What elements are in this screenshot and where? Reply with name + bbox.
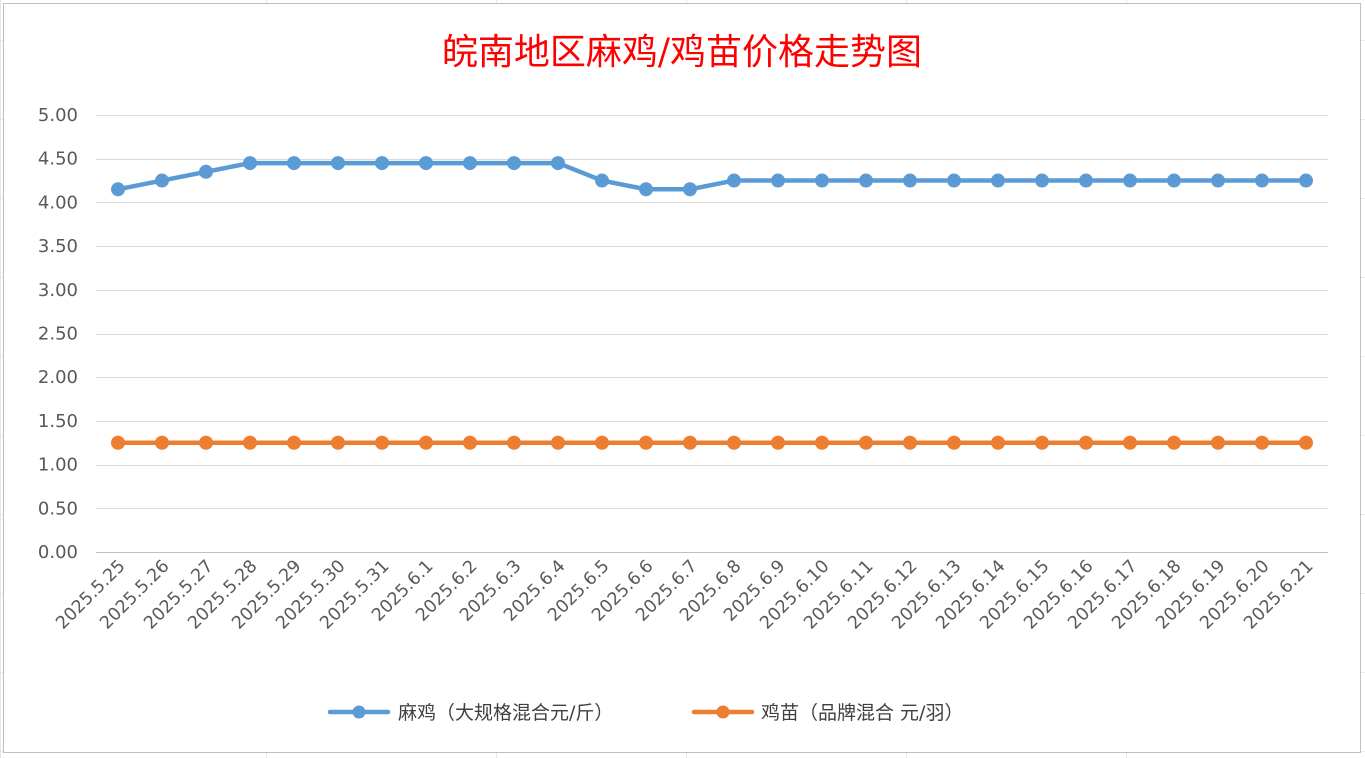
- data-point[interactable]: [243, 156, 257, 171]
- data-point[interactable]: [1255, 173, 1269, 188]
- data-point[interactable]: [639, 435, 653, 450]
- data-point[interactable]: [199, 164, 213, 179]
- series-2: [111, 435, 1313, 450]
- data-point[interactable]: [1123, 173, 1137, 188]
- data-point[interactable]: [771, 173, 785, 188]
- data-point[interactable]: [815, 173, 829, 188]
- data-point[interactable]: [287, 435, 301, 450]
- legend-label: 麻鸡（大规格混合元/斤）: [398, 702, 613, 724]
- data-point[interactable]: [331, 156, 345, 171]
- y-tick-label: 5.00: [38, 105, 78, 126]
- data-point[interactable]: [1299, 435, 1313, 450]
- y-tick-label: 1.00: [38, 455, 78, 476]
- data-point[interactable]: [1211, 435, 1225, 450]
- chart-legend: 麻鸡（大规格混合元/斤） 鸡苗（品牌混合 元/羽）: [327, 702, 963, 724]
- data-point[interactable]: [419, 435, 433, 450]
- data-point[interactable]: [683, 182, 697, 197]
- data-point[interactable]: [771, 435, 785, 450]
- data-point[interactable]: [1035, 435, 1049, 450]
- data-point[interactable]: [155, 435, 169, 450]
- legend-item[interactable]: 麻鸡（大规格混合元/斤）: [327, 702, 613, 724]
- legend-swatch-marker: [716, 705, 730, 719]
- data-point[interactable]: [111, 435, 125, 450]
- data-point[interactable]: [595, 173, 609, 188]
- legend-item[interactable]: 鸡苗（品牌混合 元/羽）: [691, 702, 963, 724]
- legend-swatch-marker: [352, 705, 366, 719]
- data-point[interactable]: [243, 435, 257, 450]
- data-point[interactable]: [463, 435, 477, 450]
- data-point[interactable]: [199, 435, 213, 450]
- y-tick-label: 1.50: [38, 411, 78, 432]
- data-point[interactable]: [507, 156, 521, 171]
- y-tick-label: 3.50: [38, 236, 78, 257]
- legend-label: 鸡苗（品牌混合 元/羽）: [761, 702, 963, 724]
- data-point[interactable]: [1299, 173, 1313, 188]
- series-line: [115, 160, 1309, 192]
- data-point[interactable]: [331, 435, 345, 450]
- data-point[interactable]: [1255, 435, 1269, 450]
- data-point[interactable]: [155, 173, 169, 188]
- data-point[interactable]: [683, 435, 697, 450]
- data-point[interactable]: [1079, 435, 1093, 450]
- data-point[interactable]: [375, 156, 389, 171]
- data-point[interactable]: [1079, 173, 1093, 188]
- data-point[interactable]: [1167, 173, 1181, 188]
- data-point[interactable]: [727, 435, 741, 450]
- data-point[interactable]: [1035, 173, 1049, 188]
- y-tick-label: 3.00: [38, 280, 78, 301]
- data-point[interactable]: [551, 156, 565, 171]
- data-point[interactable]: [639, 182, 653, 197]
- data-point[interactable]: [815, 435, 829, 450]
- y-tick-label: 2.50: [38, 324, 78, 345]
- series-1: [111, 156, 1313, 197]
- data-point[interactable]: [903, 173, 917, 188]
- data-point[interactable]: [859, 435, 873, 450]
- data-point[interactable]: [463, 156, 477, 171]
- data-point[interactable]: [551, 435, 565, 450]
- data-point[interactable]: [1167, 435, 1181, 450]
- y-tick-label: 4.50: [38, 149, 78, 170]
- data-point[interactable]: [1123, 435, 1137, 450]
- data-point[interactable]: [991, 173, 1005, 188]
- data-point[interactable]: [111, 182, 125, 197]
- data-point[interactable]: [1211, 173, 1225, 188]
- data-point[interactable]: [947, 173, 961, 188]
- chart-title: 皖南地区麻鸡/鸡苗价格走势图: [442, 32, 922, 73]
- y-tick-label: 0.50: [38, 498, 78, 519]
- data-point[interactable]: [727, 173, 741, 188]
- data-point[interactable]: [507, 435, 521, 450]
- y-tick-label: 4.00: [38, 192, 78, 213]
- data-point[interactable]: [991, 435, 1005, 450]
- data-point[interactable]: [859, 173, 873, 188]
- y-tick-label: 0.00: [38, 542, 78, 563]
- y-tick-label: 2.00: [38, 367, 78, 388]
- data-point[interactable]: [419, 156, 433, 171]
- data-point[interactable]: [375, 435, 389, 450]
- data-point[interactable]: [947, 435, 961, 450]
- data-point[interactable]: [903, 435, 917, 450]
- data-point[interactable]: [595, 435, 609, 450]
- data-point[interactable]: [287, 156, 301, 171]
